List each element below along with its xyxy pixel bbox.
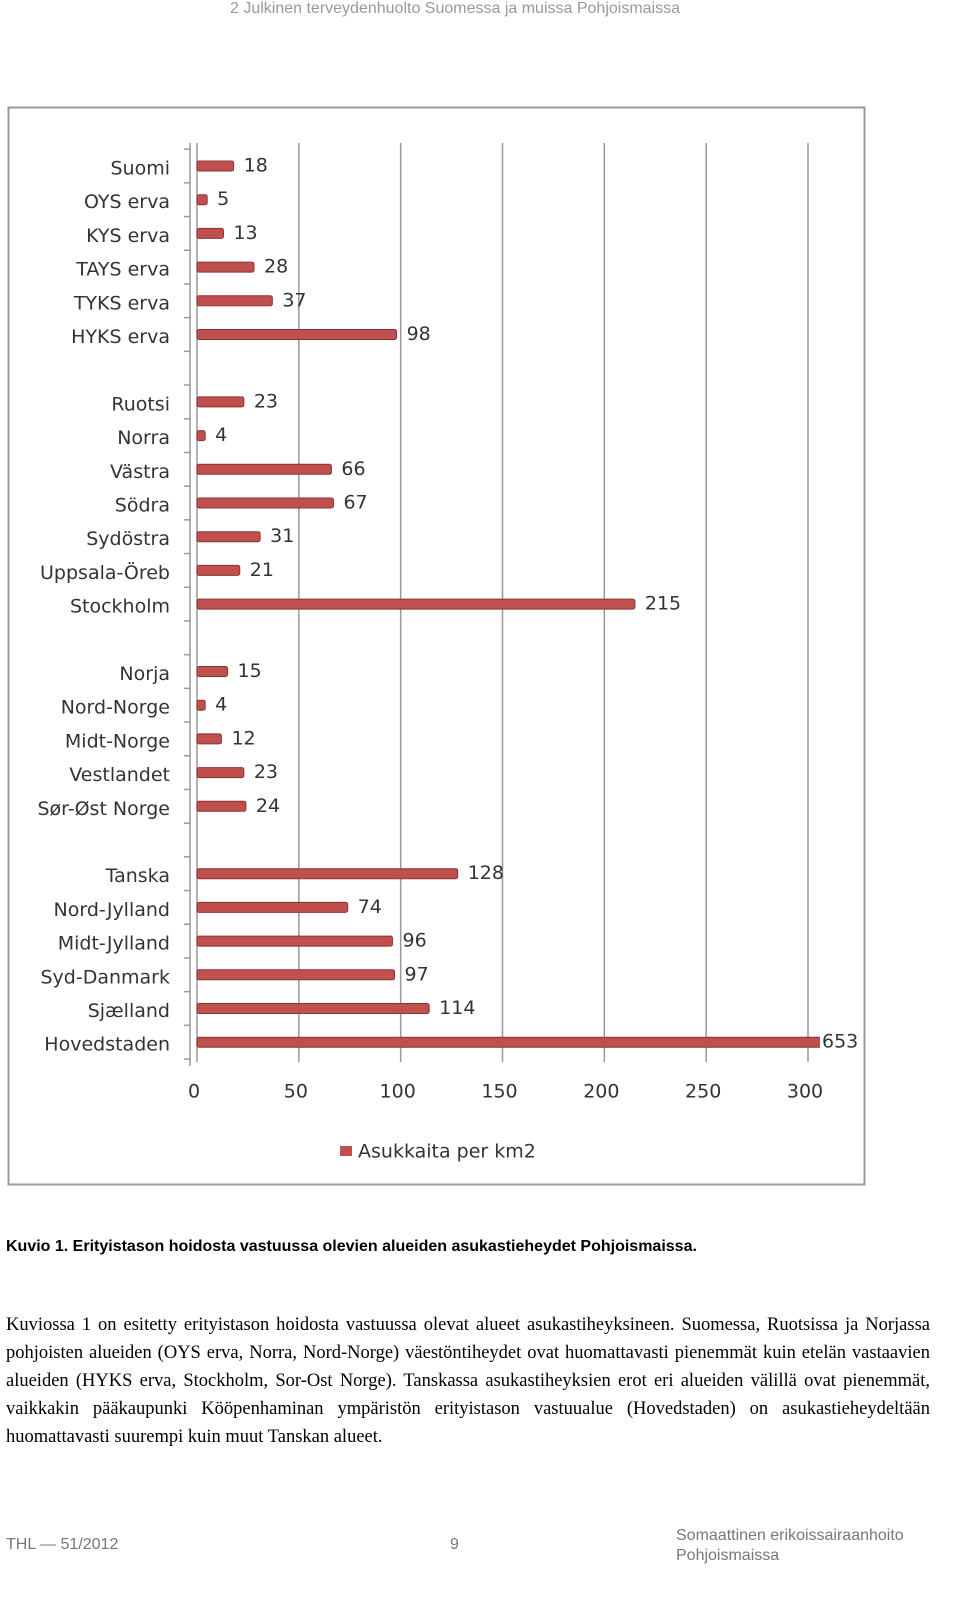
- legend-swatch: [340, 1146, 352, 1156]
- y-tick-label: OYS erva: [84, 191, 170, 213]
- bar: [196, 598, 636, 610]
- data-label: 24: [256, 795, 280, 817]
- data-label: 4: [215, 694, 227, 716]
- data-label: 66: [341, 458, 365, 480]
- bar: [196, 227, 224, 239]
- bar: [196, 261, 255, 273]
- y-tick-label: Norra: [117, 427, 170, 449]
- plot-area: [196, 160, 820, 1048]
- footer-left: THL — 51/2012: [6, 1536, 119, 1553]
- bar: [196, 901, 349, 913]
- y-tick-label: Vestlandet: [69, 764, 170, 786]
- body-text: Kuviossa 1 on esitetty erityistason hoid…: [6, 1315, 930, 1447]
- data-label: 23: [254, 390, 278, 412]
- bar: [196, 969, 396, 981]
- y-tick-label: HYKS erva: [71, 326, 170, 348]
- bar: [196, 733, 222, 745]
- y-tick-label: KYS erva: [86, 225, 170, 247]
- footer-right: Somaattinen erikoissairaanhoito Pohjoism…: [676, 1527, 904, 1564]
- y-tick-label: TYKS erva: [73, 292, 170, 314]
- bar: [196, 1003, 430, 1014]
- data-label: 21: [250, 559, 274, 581]
- y-tick-label: Västra: [110, 461, 170, 483]
- data-label: 96: [403, 930, 427, 952]
- data-label: 23: [254, 761, 278, 783]
- y-tick-label: Midt-Norge: [65, 730, 170, 752]
- bar: [196, 497, 334, 509]
- data-label: 5: [217, 188, 229, 210]
- x-tick-label: 150: [481, 1081, 517, 1103]
- legend-label: Asukkaita per km2: [358, 1141, 536, 1163]
- bar: [196, 194, 208, 206]
- data-label: 97: [405, 963, 429, 985]
- bar: [196, 329, 398, 340]
- bar: [196, 800, 247, 812]
- data-label: 74: [358, 896, 382, 918]
- y-tick-label: Ruotsi: [111, 393, 170, 415]
- y-tick-label: Norja: [119, 663, 170, 685]
- y-tick-label: Sjælland: [88, 1000, 170, 1022]
- x-tick-label: 0: [188, 1081, 200, 1103]
- x-tick-label: 250: [685, 1081, 721, 1103]
- bar: [196, 396, 245, 408]
- bar: [196, 160, 235, 172]
- data-label: 37: [282, 289, 306, 311]
- bar: [196, 666, 229, 677]
- figure-caption: Kuvio 1. Erityistason hoidosta vastuussa…: [6, 1238, 697, 1255]
- bar: [196, 699, 206, 711]
- bar: [196, 295, 273, 307]
- data-label: 114: [439, 997, 475, 1019]
- chart-frame: [7, 106, 866, 1186]
- bar: [196, 767, 245, 779]
- page-header: 2 Julkinen terveydenhuolto Suomessa ja m…: [229, 0, 680, 17]
- page-number: 9: [450, 1536, 459, 1553]
- data-label: 128: [468, 862, 504, 884]
- y-tick-label: Uppsala-Öreb: [40, 561, 170, 584]
- bar: [196, 868, 459, 880]
- y-tick-label: Stockholm: [70, 596, 170, 618]
- bar: [196, 1036, 820, 1048]
- bar: [196, 935, 394, 947]
- x-tick-label: 200: [583, 1081, 619, 1103]
- data-label: 15: [238, 660, 262, 682]
- y-tick-label: Sør-Øst Norge: [37, 798, 170, 820]
- data-label: 18: [244, 155, 268, 177]
- y-tick-label: TAYS erva: [75, 259, 170, 281]
- data-label: 67: [343, 492, 367, 514]
- y-tick-label: Nord-Norge: [61, 697, 170, 719]
- y-tick-label: Midt-Jylland: [58, 933, 170, 955]
- data-label: 28: [264, 256, 288, 278]
- data-label: 653: [822, 1031, 858, 1053]
- y-tick-label: Hovedstaden: [44, 1034, 170, 1056]
- data-label: 12: [231, 727, 255, 749]
- data-label: 98: [407, 323, 431, 345]
- y-tick-label: Sydöstra: [86, 528, 170, 550]
- y-tick-label: Södra: [115, 495, 170, 517]
- bar: [196, 463, 332, 475]
- data-label: 215: [645, 593, 681, 615]
- data-label: 4: [215, 424, 227, 446]
- x-tick-label: 100: [380, 1081, 416, 1103]
- x-tick-label: 50: [284, 1081, 308, 1103]
- y-tick-label: Nord-Jylland: [54, 899, 170, 921]
- bar: [196, 564, 241, 576]
- data-label: 31: [270, 525, 294, 547]
- y-tick-label: Tanska: [105, 865, 170, 887]
- x-tick-label: 300: [787, 1081, 823, 1103]
- bar: [196, 531, 261, 543]
- data-label: 13: [233, 222, 257, 244]
- y-tick-label: Suomi: [110, 158, 170, 180]
- chart: 0 50 100 150 200 250 300 Suomi 18 OYS erva 5 KYS er…: [7, 106, 866, 1186]
- bar: [196, 430, 206, 442]
- y-tick-label: Syd-Danmark: [40, 966, 170, 988]
